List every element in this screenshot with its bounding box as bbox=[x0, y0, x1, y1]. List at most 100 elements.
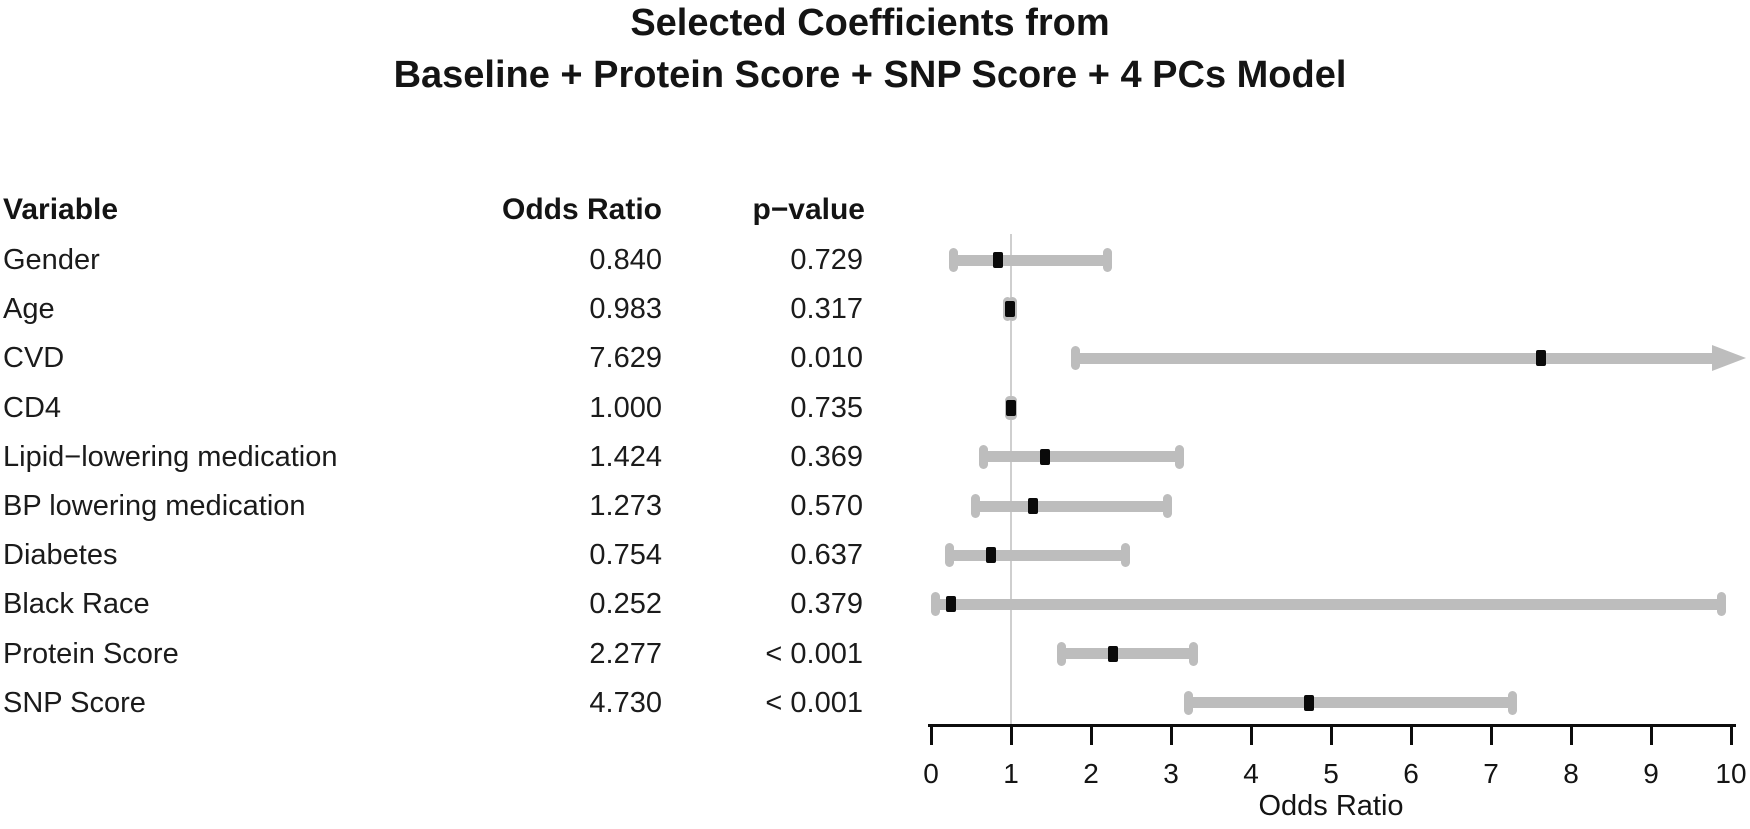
point-estimate bbox=[1027, 498, 1038, 514]
row-odds-ratio: 0.252 bbox=[589, 588, 662, 621]
table-row: SNP Score 4.730 < 0.001 bbox=[0, 685, 900, 721]
row-variable: Black Race bbox=[3, 588, 150, 621]
ci-bar bbox=[1061, 648, 1194, 660]
ci-cap-right bbox=[1162, 494, 1172, 518]
row-p-value: 0.735 bbox=[790, 391, 863, 424]
axis-tick bbox=[1729, 727, 1733, 745]
ci-bar bbox=[935, 598, 1722, 610]
row-odds-ratio: 0.754 bbox=[589, 539, 662, 572]
axis-tick bbox=[1089, 727, 1093, 745]
row-odds-ratio: 2.277 bbox=[589, 637, 662, 670]
ci-cap-right bbox=[1103, 248, 1113, 272]
row-variable: CVD bbox=[3, 342, 65, 375]
ci-cap-left bbox=[978, 444, 988, 469]
row-variable: Diabetes bbox=[3, 539, 118, 572]
row-p-value: 0.317 bbox=[790, 293, 863, 326]
ci-bar bbox=[975, 500, 1167, 512]
ci-cap-right bbox=[1716, 592, 1726, 617]
row-variable: Lipid−lowering medication bbox=[3, 440, 338, 473]
chart-title-line1: Selected Coefficients from bbox=[630, 2, 1110, 44]
axis-tick-label: 4 bbox=[1243, 758, 1259, 789]
row-variable: SNP Score bbox=[3, 686, 146, 719]
ci-bar bbox=[949, 549, 1126, 561]
point-estimate bbox=[993, 252, 1004, 268]
axis-tick-label: 3 bbox=[1163, 758, 1179, 789]
ci-cap-left bbox=[944, 543, 954, 568]
axis-tick-label: 1 bbox=[1003, 758, 1019, 789]
x-axis-line bbox=[928, 724, 1736, 727]
row-variable: Gender bbox=[3, 244, 100, 276]
axis-tick bbox=[1169, 727, 1173, 745]
ci-cap-right bbox=[1188, 641, 1198, 666]
row-odds-ratio: 0.983 bbox=[589, 293, 662, 326]
row-variable: Age bbox=[3, 293, 55, 326]
point-estimate bbox=[986, 547, 997, 564]
ci-bar bbox=[1188, 697, 1513, 709]
ci-bar bbox=[983, 451, 1179, 463]
column-header-variable: Variable bbox=[3, 193, 119, 226]
row-p-value: 0.637 bbox=[790, 539, 863, 572]
axis-tick bbox=[1649, 727, 1653, 745]
point-estimate bbox=[946, 596, 957, 613]
table-row: Diabetes 0.754 0.637 bbox=[0, 537, 900, 573]
ci-cap-left bbox=[970, 494, 980, 518]
table-row: CD4 1.000 0.735 bbox=[0, 390, 900, 426]
ci-cap-right bbox=[1174, 444, 1184, 469]
table-row: BP lowering medication 1.273 0.570 bbox=[0, 488, 900, 524]
reference-line bbox=[1010, 234, 1012, 725]
row-p-value: 0.379 bbox=[790, 588, 863, 621]
point-estimate bbox=[1108, 645, 1119, 662]
row-variable: Protein Score bbox=[3, 637, 179, 670]
row-p-value: < 0.001 bbox=[765, 686, 863, 719]
axis-tick-label: 5 bbox=[1323, 758, 1339, 789]
axis-tick-label: 7 bbox=[1483, 758, 1499, 789]
point-estimate bbox=[1004, 301, 1015, 318]
table-row: Age 0.983 0.317 bbox=[0, 291, 900, 327]
row-p-value: 0.729 bbox=[790, 244, 863, 276]
axis-tick-label: 10 bbox=[1715, 758, 1747, 789]
ci-cap-left bbox=[948, 248, 958, 272]
ci-cap-left bbox=[1056, 641, 1066, 666]
ci-cap-right bbox=[1508, 690, 1518, 715]
row-odds-ratio: 1.000 bbox=[589, 391, 662, 424]
ci-bar bbox=[953, 254, 1108, 266]
ci-cap-left bbox=[930, 592, 940, 617]
axis-tick bbox=[1489, 727, 1493, 745]
row-odds-ratio: 1.424 bbox=[589, 440, 662, 473]
ci-cap-right bbox=[1120, 543, 1130, 568]
axis-tick bbox=[1249, 727, 1253, 745]
axis-tick bbox=[929, 727, 933, 745]
ci-cap-left bbox=[1184, 690, 1194, 715]
axis-tick bbox=[1329, 727, 1333, 745]
table-row: CVD 7.629 0.010 bbox=[0, 340, 900, 376]
row-odds-ratio: 4.730 bbox=[589, 686, 662, 719]
table-row: Black Race 0.252 0.379 bbox=[0, 586, 900, 622]
row-p-value: < 0.001 bbox=[765, 637, 863, 670]
axis-tick-label: 0 bbox=[923, 758, 939, 789]
table-row: Gender 0.840 0.729 bbox=[0, 242, 900, 278]
ci-bar bbox=[1075, 352, 1712, 364]
row-odds-ratio: 7.629 bbox=[589, 342, 662, 375]
row-variable: CD4 bbox=[3, 391, 62, 424]
point-estimate bbox=[1536, 350, 1547, 367]
column-header-odds-ratio: Odds Ratio bbox=[501, 193, 662, 226]
row-p-value: 0.570 bbox=[790, 490, 863, 522]
axis-tick-label: 2 bbox=[1083, 758, 1099, 789]
point-estimate bbox=[1304, 694, 1315, 711]
row-p-value: 0.010 bbox=[790, 342, 863, 375]
column-header-p-value: p−value bbox=[752, 193, 865, 226]
axis-tick bbox=[1569, 727, 1573, 745]
axis-tick bbox=[1009, 727, 1013, 745]
point-estimate bbox=[1006, 399, 1016, 416]
axis-tick-label: 9 bbox=[1643, 758, 1659, 789]
row-p-value: 0.369 bbox=[790, 440, 863, 473]
x-axis-label: Odds Ratio bbox=[1258, 790, 1404, 822]
axis-tick-label: 8 bbox=[1563, 758, 1579, 789]
ci-arrow-right-icon bbox=[1712, 345, 1746, 372]
row-odds-ratio: 1.273 bbox=[589, 490, 662, 522]
chart-title-line2: Baseline + Protein Score + SNP Score + 4… bbox=[393, 54, 1347, 96]
table-row: Lipid−lowering medication 1.424 0.369 bbox=[0, 439, 900, 475]
